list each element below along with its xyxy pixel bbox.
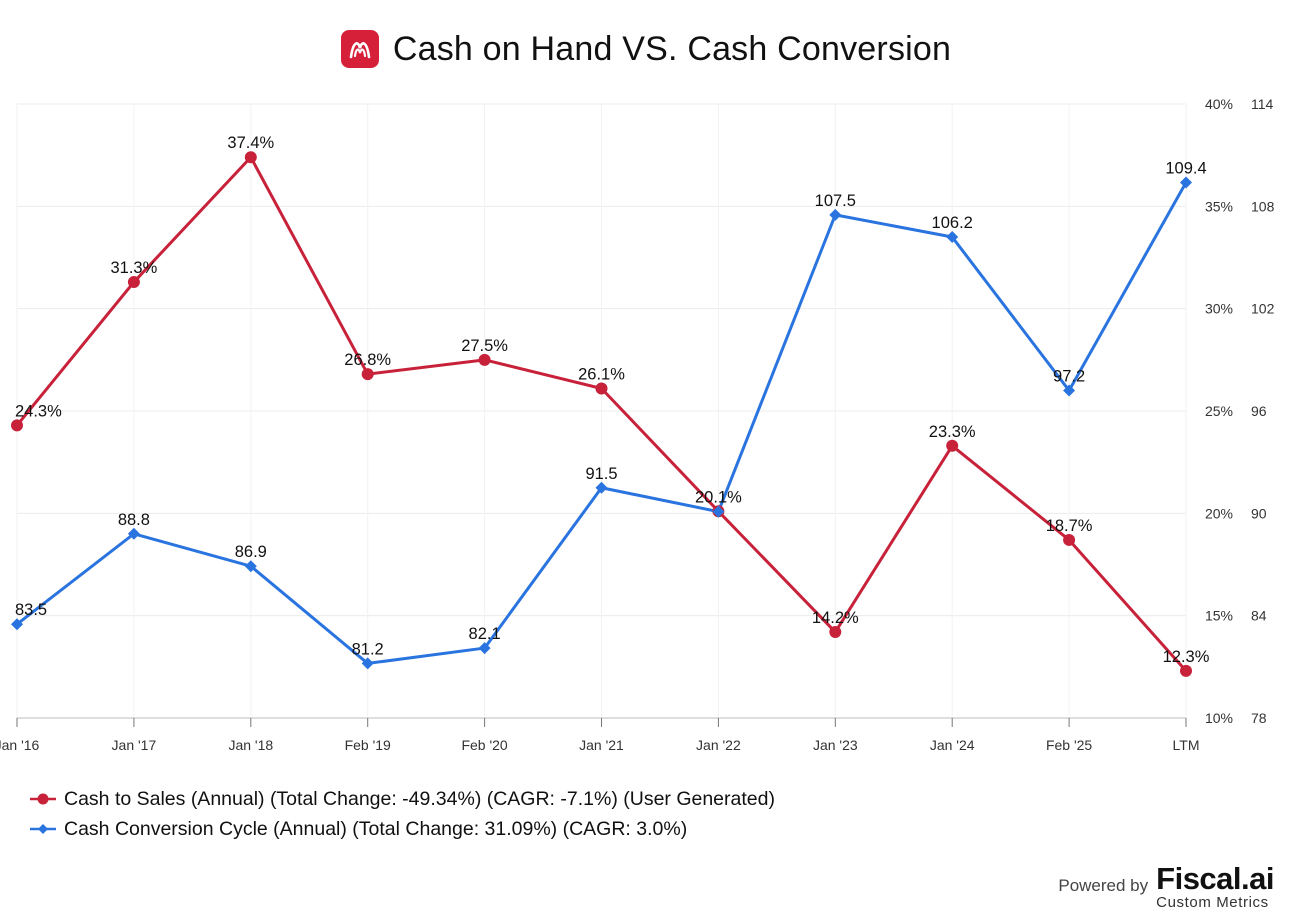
data-point-cash-conversion-cycle bbox=[244, 560, 257, 573]
legend-label: Cash to Sales (Annual) (Total Change: -4… bbox=[64, 787, 775, 810]
chart-title-row: Cash on Hand VS. Cash Conversion bbox=[0, 26, 1292, 72]
chart-legend: Cash to Sales (Annual) (Total Change: -4… bbox=[30, 784, 775, 844]
y-left-tick-label: 20% bbox=[1205, 505, 1233, 521]
data-point-cash-to-sales bbox=[1063, 533, 1076, 546]
data-point-cash-conversion-cycle bbox=[11, 618, 23, 631]
data-label-cash-conversion-cycle: 83.5 bbox=[15, 601, 47, 619]
data-point-cash-conversion-cycle bbox=[1180, 176, 1192, 189]
data-point-cash-to-sales bbox=[1180, 664, 1192, 677]
legend-item-cash-to-sales[interactable]: Cash to Sales (Annual) (Total Change: -4… bbox=[30, 784, 775, 814]
y-left-tick-label: 40% bbox=[1205, 96, 1233, 112]
data-label-cash-conversion-cycle: 109.4 bbox=[1165, 159, 1206, 177]
data-point-cash-conversion-cycle bbox=[712, 505, 725, 518]
data-point-cash-conversion-cycle bbox=[1063, 384, 1076, 397]
powered-by-text: Powered by bbox=[1058, 876, 1149, 895]
data-label-cash-conversion-cycle: 86.9 bbox=[235, 543, 267, 561]
data-label-cash-to-sales: 27.5% bbox=[461, 337, 508, 355]
data-label-cash-to-sales: 31.3% bbox=[111, 259, 158, 277]
line-chart: Jan '16 Jan '17 Jan '18 Feb '19 Feb '20 Jan '… bbox=[0, 96, 1275, 753]
data-label-cash-to-sales: 14.2% bbox=[812, 609, 859, 627]
y-left-tick-label: 30% bbox=[1205, 301, 1233, 317]
y-left-tick-label: 10% bbox=[1205, 710, 1233, 726]
data-point-cash-conversion-cycle bbox=[478, 642, 491, 655]
x-tick-label: Jan '17 bbox=[112, 737, 157, 753]
data-label-cash-conversion-cycle: 82.1 bbox=[469, 625, 501, 643]
x-tick-label: Jan '18 bbox=[228, 737, 273, 753]
data-label-cash-conversion-cycle: 97.2 bbox=[1053, 368, 1085, 386]
lululemon-logo-icon bbox=[340, 30, 379, 68]
legend-item-cash-conversion-cycle[interactable]: Cash Conversion Cycle (Annual) (Total Ch… bbox=[30, 814, 775, 844]
x-tick-label: Feb '25 bbox=[1046, 737, 1092, 753]
y-right-tick-label: 84 bbox=[1251, 608, 1267, 624]
x-tick-label: Jan '22 bbox=[696, 737, 741, 753]
y-right-tick-label: 108 bbox=[1251, 198, 1275, 214]
data-point-cash-to-sales bbox=[478, 353, 491, 366]
y-left-tick-label: 35% bbox=[1205, 198, 1233, 214]
data-label-cash-conversion-cycle: 106.2 bbox=[932, 214, 973, 232]
y-right-tick-label: 114 bbox=[1251, 96, 1274, 112]
data-label-cash-to-sales: 23.3% bbox=[929, 423, 976, 441]
data-point-cash-conversion-cycle bbox=[595, 481, 608, 494]
y-right-tick-label: 96 bbox=[1251, 403, 1267, 419]
data-label-cash-conversion-cycle: 91.5 bbox=[585, 465, 617, 483]
x-tick-label: Jan '16 bbox=[0, 737, 40, 753]
data-label-cash-to-sales: 37.4% bbox=[227, 134, 274, 152]
brand-subtitle: Custom Metrics bbox=[1156, 894, 1269, 911]
data-point-cash-to-sales bbox=[361, 368, 374, 381]
y-left-tick-label: 15% bbox=[1205, 608, 1233, 624]
y-right-tick-label: 102 bbox=[1251, 301, 1275, 317]
y-right-tick-label: 90 bbox=[1251, 505, 1267, 521]
data-point-cash-to-sales bbox=[244, 151, 257, 164]
page-title: Cash on Hand VS. Cash Conversion bbox=[392, 29, 952, 68]
fiscal-ai-logo[interactable]: Fiscal.ai Custom Metrics bbox=[1156, 863, 1274, 910]
data-point-cash-conversion-cycle bbox=[127, 527, 140, 540]
x-tick-label: LTM bbox=[1173, 737, 1200, 753]
data-label-cash-conversion-cycle: 88.8 bbox=[118, 511, 150, 529]
data-point-cash-conversion-cycle bbox=[946, 231, 959, 244]
y-right-tick-label: 78 bbox=[1251, 710, 1267, 726]
data-point-cash-to-sales bbox=[11, 419, 23, 432]
data-label-cash-to-sales: 26.1% bbox=[578, 365, 625, 383]
data-label-cash-conversion-cycle: 107.5 bbox=[815, 192, 856, 210]
x-tick-label: Jan '23 bbox=[813, 737, 858, 753]
x-tick-label: Feb '19 bbox=[345, 737, 391, 753]
x-tick-label: Jan '21 bbox=[579, 737, 624, 753]
data-label-cash-to-sales: 20.1% bbox=[695, 488, 742, 506]
data-point-cash-to-sales bbox=[829, 626, 842, 639]
data-label-cash-to-sales: 18.7% bbox=[1046, 517, 1093, 535]
data-label-cash-to-sales: 12.3% bbox=[1163, 648, 1210, 666]
brand-name: Fiscal.ai bbox=[1156, 861, 1274, 896]
x-tick-label: Jan '24 bbox=[930, 737, 975, 753]
y-left-tick-label: 25% bbox=[1205, 403, 1233, 419]
data-point-cash-to-sales bbox=[595, 382, 608, 395]
data-point-cash-to-sales bbox=[946, 439, 959, 452]
powered-by: Powered by Fiscal.ai Custom Metrics bbox=[1058, 863, 1274, 910]
legend-label: Cash Conversion Cycle (Annual) (Total Ch… bbox=[64, 817, 688, 840]
data-point-cash-to-sales bbox=[127, 276, 140, 289]
data-point-cash-conversion-cycle bbox=[361, 657, 374, 670]
data-label-cash-to-sales: 26.8% bbox=[344, 351, 391, 369]
data-point-cash-conversion-cycle bbox=[829, 208, 842, 221]
data-label-cash-conversion-cycle: 81.2 bbox=[352, 640, 384, 658]
x-tick-label: Feb '20 bbox=[461, 737, 507, 753]
legend-swatch-circle-icon bbox=[30, 793, 56, 805]
data-label-cash-to-sales: 24.3% bbox=[15, 402, 62, 420]
legend-swatch-diamond-icon bbox=[30, 824, 56, 834]
